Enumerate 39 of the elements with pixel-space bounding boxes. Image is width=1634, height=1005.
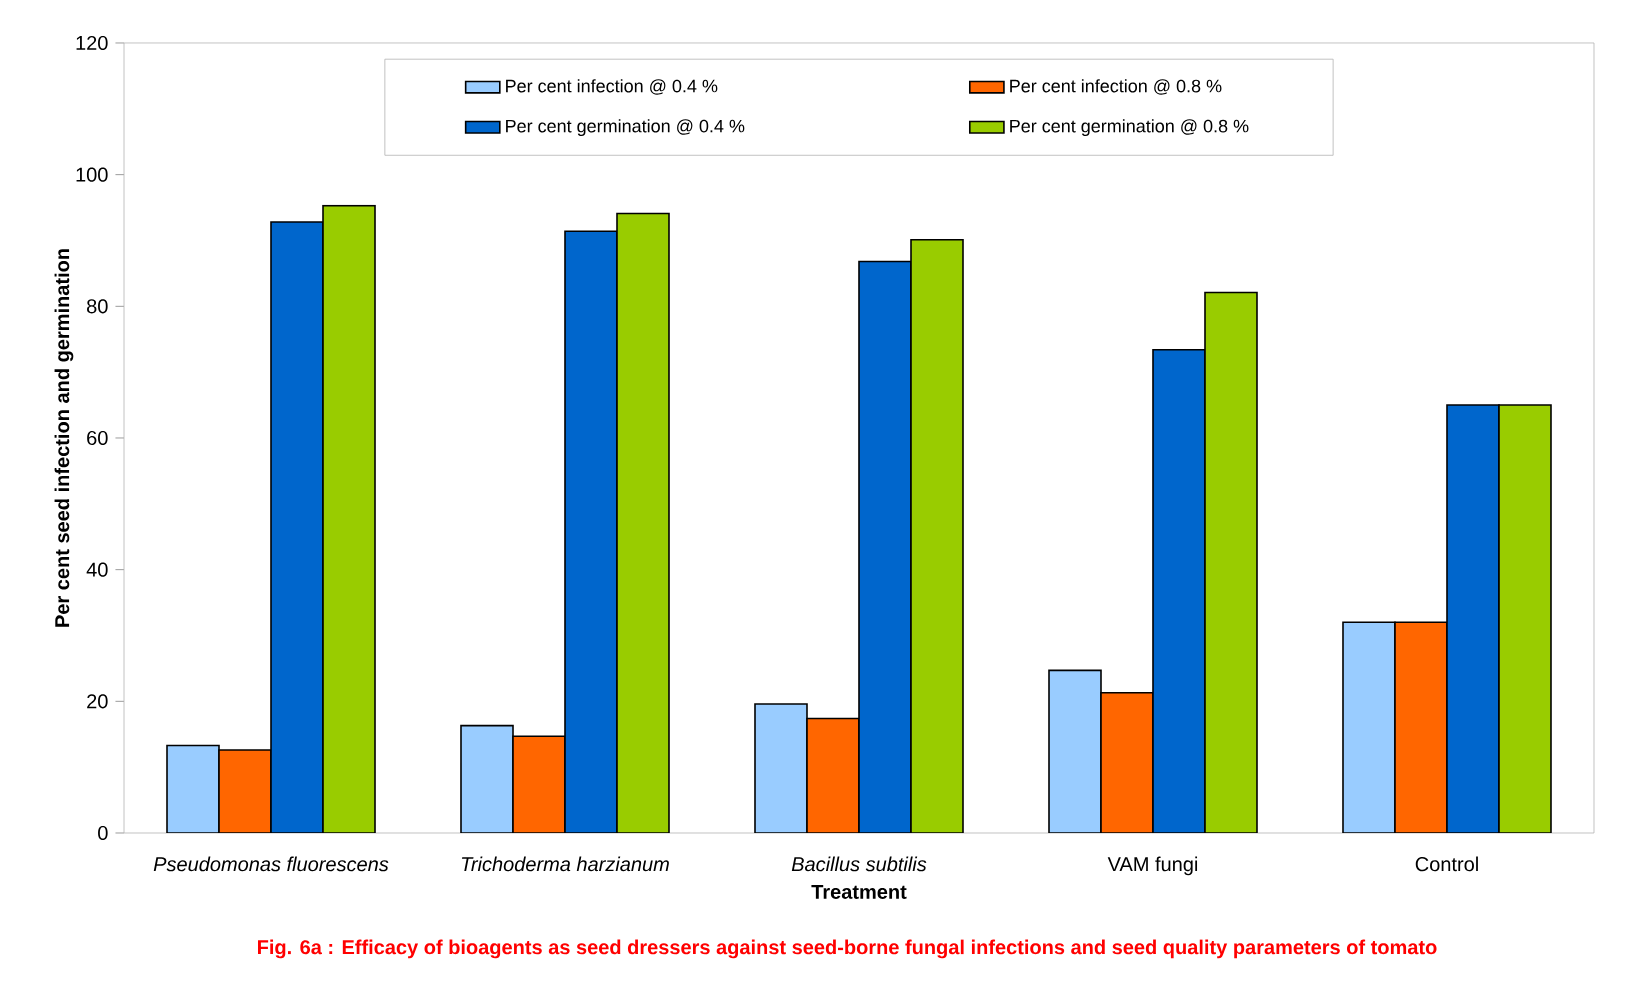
bar	[1100, 691, 1154, 833]
bar	[754, 703, 808, 833]
bar	[167, 745, 219, 833]
y-tick-label: 40	[86, 562, 108, 577]
bar	[460, 724, 514, 833]
y-tick-label: 60	[87, 430, 108, 446]
x-tick-label: VAM fungi	[1107, 856, 1198, 876]
bar	[1204, 291, 1258, 833]
y-tick-label: 20	[87, 694, 108, 709]
legend-label: Per cent germination @ 0.4 %	[506, 119, 745, 137]
bar	[910, 239, 964, 833]
legend-label: Per cent infection @ 0.4 %	[506, 79, 718, 95]
bar	[323, 205, 375, 833]
bar	[1446, 404, 1500, 833]
bar	[1394, 621, 1448, 833]
legend-label: Per cent germination @ 0.8 %	[1010, 119, 1249, 137]
y-axis-title: Per cent seed infection and germination	[54, 249, 74, 627]
bar	[1342, 621, 1396, 833]
text: Fig. 6a : Efficacy of bioagents as seed dressers against seed-borne fungal infections and seed quality parameters of tomato	[258, 939, 1437, 959]
bar	[1498, 404, 1552, 833]
x-tick-label: Pseudomonas fluorescens	[153, 856, 389, 872]
x-tick-label: Trichoderma harzianum	[461, 856, 669, 872]
bar	[616, 212, 670, 833]
y-tick-label: 120	[76, 35, 108, 51]
bar	[512, 735, 566, 833]
bar	[806, 717, 860, 833]
bar	[564, 230, 618, 833]
bar	[1152, 348, 1206, 833]
y-tick-label: 80	[87, 299, 108, 314]
bar	[219, 750, 271, 833]
x-axis-title: Treatment	[811, 884, 907, 899]
y-tick-label: 100	[76, 167, 108, 182]
bar	[858, 260, 912, 833]
legend-label: Per cent infection @ 0.8 %	[1010, 79, 1222, 95]
x-tick-label: Bacillus subtilis	[791, 856, 927, 872]
y-tick-label: 0	[98, 825, 108, 841]
bar	[271, 222, 324, 833]
x-tick-label: Control	[1415, 856, 1478, 872]
bar	[1048, 669, 1102, 833]
